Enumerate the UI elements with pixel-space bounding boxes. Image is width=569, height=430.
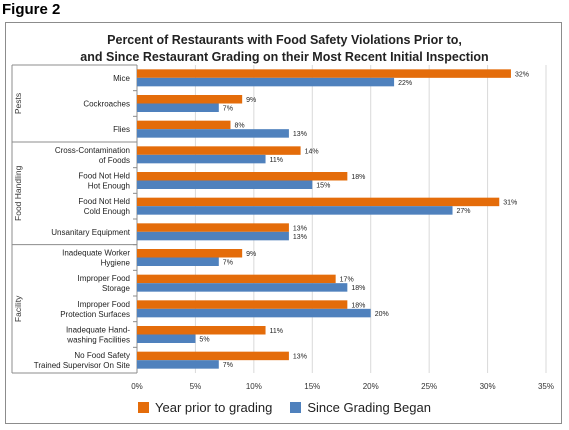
chart-title: Percent of Restaurants with Food Safety … bbox=[0, 32, 569, 66]
data-label: 7% bbox=[223, 362, 233, 369]
chart-frame bbox=[5, 22, 562, 424]
category-label: Hot Enough bbox=[88, 182, 130, 191]
data-label: 31% bbox=[503, 200, 517, 207]
data-label: 14% bbox=[305, 148, 319, 155]
bar-since-grading bbox=[137, 154, 266, 164]
data-label: 17% bbox=[340, 277, 354, 284]
data-label: 13% bbox=[293, 234, 307, 241]
category-label: No Food Safety bbox=[74, 351, 130, 360]
data-label: 9% bbox=[246, 251, 256, 258]
bar-year-prior bbox=[137, 197, 500, 207]
data-label: 18% bbox=[351, 285, 365, 292]
group-label: Facility bbox=[13, 295, 23, 322]
category-label: Cross-Contamination bbox=[55, 146, 130, 155]
legend-item-year-prior: Year prior to grading bbox=[138, 400, 272, 415]
category-label: Improper Food bbox=[78, 274, 130, 283]
data-label: 7% bbox=[223, 106, 233, 113]
category-label: washing Facilities bbox=[66, 336, 130, 345]
x-tick-label: 35% bbox=[538, 382, 554, 391]
bar-year-prior bbox=[137, 351, 289, 361]
bar-since-grading bbox=[137, 360, 219, 369]
data-label: 7% bbox=[223, 260, 233, 267]
legend-item-since-grading: Since Grading Began bbox=[290, 400, 431, 415]
data-label: 18% bbox=[351, 174, 365, 181]
category-label: of Foods bbox=[99, 156, 130, 165]
category-label: Food Not Held bbox=[78, 197, 130, 206]
category-label: Mice bbox=[113, 74, 130, 83]
bar-year-prior bbox=[137, 223, 289, 232]
data-label: 18% bbox=[351, 302, 365, 309]
x-tick-label: 15% bbox=[304, 382, 320, 391]
category-label: Trained Supervisor On Site bbox=[34, 361, 131, 370]
x-tick-label: 0% bbox=[131, 382, 143, 391]
bar-since-grading bbox=[137, 257, 219, 266]
bar-year-prior bbox=[137, 300, 348, 309]
data-label: 13% bbox=[293, 225, 307, 232]
bar-since-grading bbox=[137, 231, 289, 241]
bar-since-grading bbox=[137, 283, 348, 292]
bar-since-grading bbox=[137, 77, 395, 87]
data-label: 5% bbox=[199, 337, 209, 344]
data-label: 20% bbox=[375, 311, 389, 318]
data-label: 13% bbox=[293, 354, 307, 361]
category-label: Improper Food bbox=[78, 300, 130, 309]
category-label: Inadequate Worker bbox=[62, 249, 130, 258]
x-tick-label: 20% bbox=[363, 382, 379, 391]
bar-since-grading bbox=[137, 308, 371, 318]
category-label: Inadequate Hand- bbox=[66, 326, 130, 335]
data-label: 15% bbox=[316, 183, 330, 190]
category-label: Protection Surfaces bbox=[60, 310, 130, 319]
data-label: 11% bbox=[270, 157, 284, 164]
category-label: Storage bbox=[102, 284, 131, 293]
data-label: 22% bbox=[398, 80, 412, 87]
bar-year-prior bbox=[137, 172, 348, 181]
bar-year-prior bbox=[137, 249, 243, 258]
bar-year-prior bbox=[137, 69, 511, 78]
bar-since-grading bbox=[137, 180, 313, 189]
data-label: 9% bbox=[246, 97, 256, 104]
bar-year-prior bbox=[137, 146, 301, 155]
category-label: Unsanitary Equipment bbox=[51, 228, 130, 237]
group-label: Pests bbox=[13, 93, 23, 114]
x-tick-label: 30% bbox=[480, 382, 496, 391]
x-tick-label: 5% bbox=[190, 382, 202, 391]
data-label: 13% bbox=[293, 131, 307, 138]
legend-label-since-grading: Since Grading Began bbox=[307, 400, 431, 415]
data-label: 27% bbox=[457, 208, 471, 215]
group-label: Food Handling bbox=[13, 165, 23, 221]
legend: Year prior to grading Since Grading Bega… bbox=[0, 400, 569, 415]
chart-title-line-1: Percent of Restaurants with Food Safety … bbox=[107, 33, 462, 47]
category-label: Food Not Held bbox=[78, 172, 130, 181]
figure-label: Figure 2 bbox=[2, 1, 61, 18]
bar-year-prior bbox=[137, 274, 336, 284]
data-label: 11% bbox=[270, 328, 284, 335]
bar-since-grading bbox=[137, 206, 453, 215]
x-tick-label: 25% bbox=[421, 382, 437, 391]
category-label: Cold Enough bbox=[84, 207, 130, 216]
bar-year-prior bbox=[137, 120, 231, 130]
data-label: 32% bbox=[515, 71, 529, 78]
chart-title-line-2: and Since Restaurant Grading on their Mo… bbox=[80, 50, 489, 64]
bar-since-grading bbox=[137, 103, 219, 112]
legend-label-year-prior: Year prior to grading bbox=[155, 400, 273, 415]
legend-swatch-since-grading bbox=[290, 402, 302, 413]
data-label: 8% bbox=[234, 123, 244, 130]
legend-swatch-year-prior bbox=[138, 402, 150, 413]
category-label: Flies bbox=[113, 125, 130, 134]
bar-since-grading bbox=[137, 129, 289, 138]
bar-since-grading bbox=[137, 334, 196, 343]
x-tick-label: 10% bbox=[246, 382, 262, 391]
bar-year-prior bbox=[137, 326, 266, 335]
bar-chart: 0% 5% 10% 15% 20% 25% 30% 35% Pests Food Handling… bbox=[11, 64, 554, 391]
bar-year-prior bbox=[137, 95, 243, 104]
category-label: Cockroaches bbox=[83, 100, 130, 109]
category-label: Hygiene bbox=[101, 259, 131, 268]
